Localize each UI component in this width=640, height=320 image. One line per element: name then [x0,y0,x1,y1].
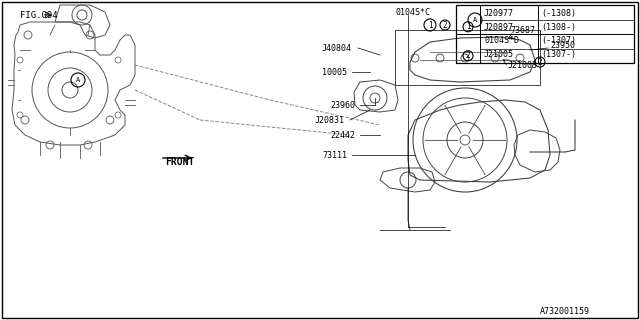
Text: 23950: 23950 [550,41,575,50]
Text: 2: 2 [466,51,470,60]
Text: J40804: J40804 [322,44,352,52]
Text: A: A [76,77,80,83]
Text: 23960: 23960 [330,100,355,109]
Text: 73687: 73687 [510,26,535,35]
Text: (-1307): (-1307) [541,36,576,45]
Text: A: A [473,17,477,23]
Text: 2: 2 [538,58,542,67]
Text: J20831: J20831 [315,116,345,124]
Text: (1307-): (1307-) [541,50,576,59]
Text: 10005: 10005 [322,68,347,76]
Text: 1: 1 [466,22,470,31]
Text: J20897: J20897 [484,22,514,32]
Text: FIG.094: FIG.094 [20,11,58,20]
Bar [456,5,634,63]
Text: 1: 1 [428,20,432,29]
Text: FRONT: FRONT [165,157,195,167]
Text: 0104S*C: 0104S*C [395,7,430,17]
Text: J21005: J21005 [484,50,514,59]
Bar [395,30,540,85]
Text: J21003: J21003 [508,60,538,69]
Text: 22442: 22442 [330,131,355,140]
Text: 2: 2 [443,20,447,29]
Text: 0104S*D: 0104S*D [484,36,519,45]
Text: (-1308): (-1308) [541,9,576,18]
Text: J20977: J20977 [484,9,514,18]
Text: A732001159: A732001159 [540,308,590,316]
Text: (1308-): (1308-) [541,22,576,32]
Text: 73111: 73111 [322,150,347,159]
